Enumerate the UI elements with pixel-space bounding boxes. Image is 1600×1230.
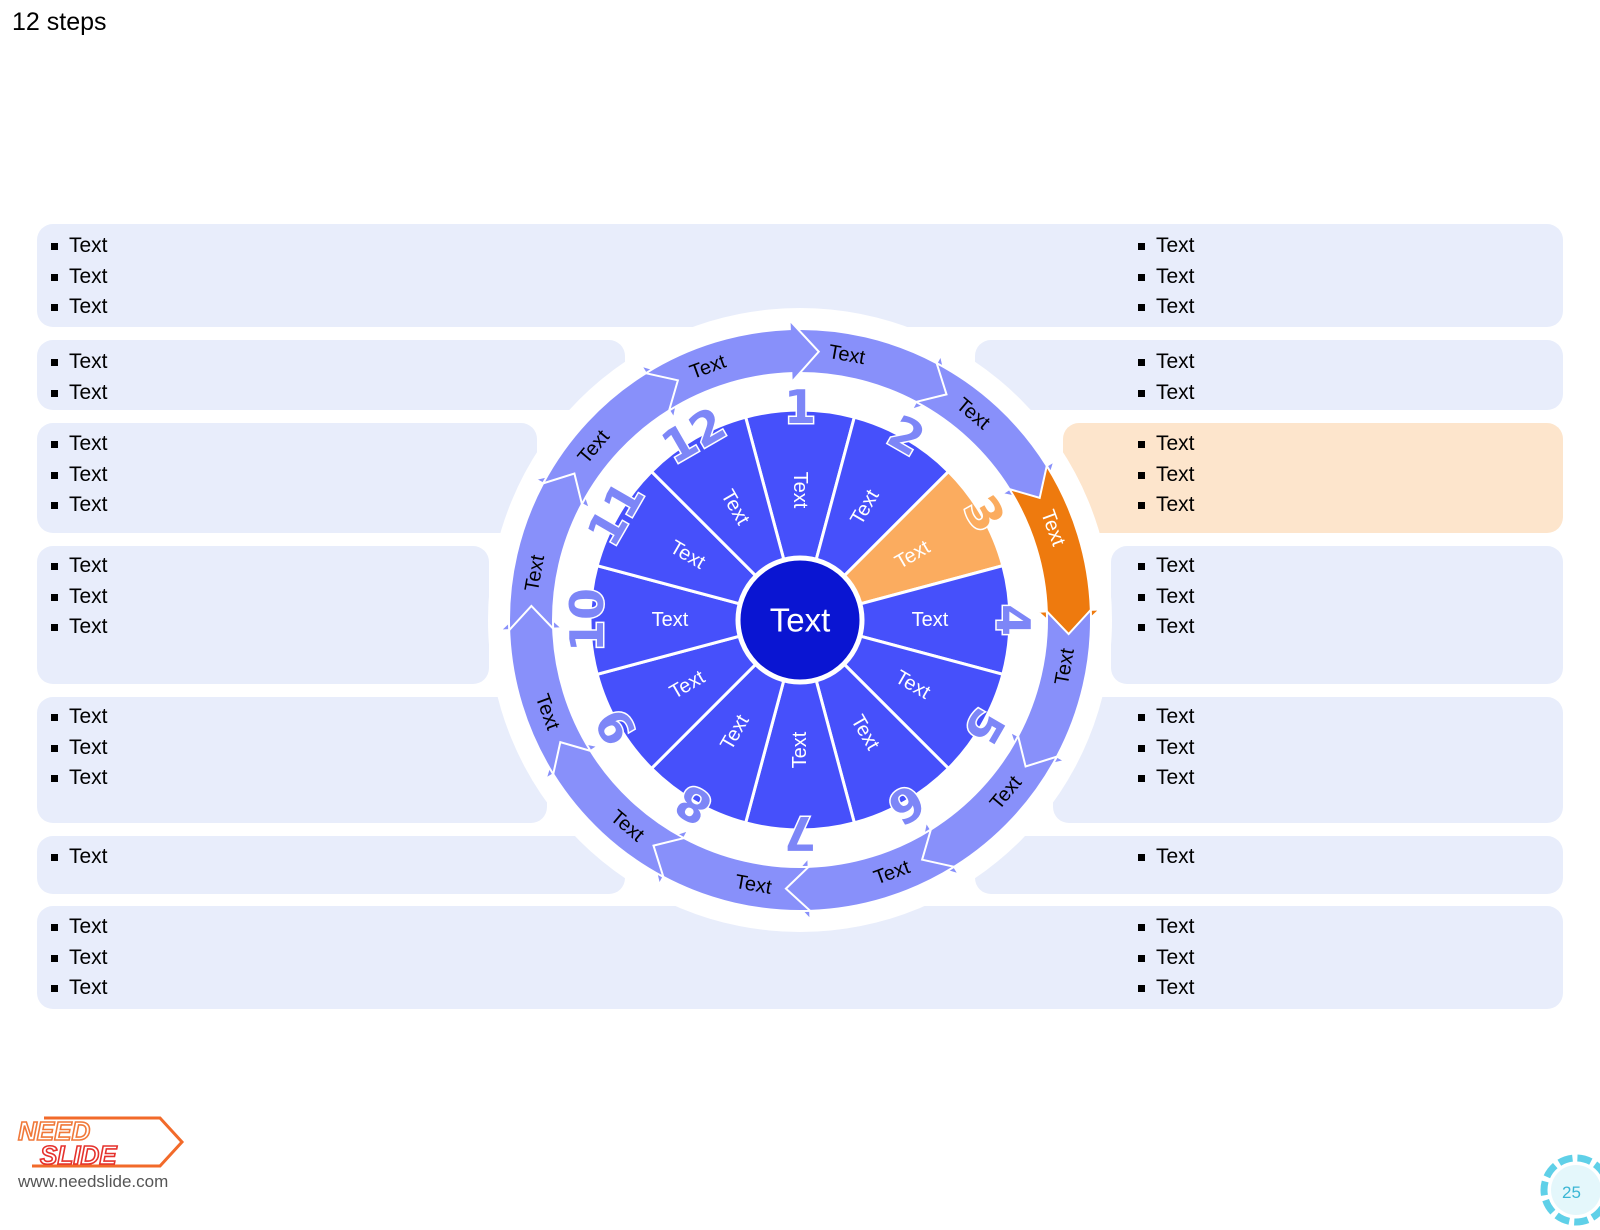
bullet-item: Text [37,490,108,521]
panel-right-row-4 [1111,546,1563,684]
left-row-1-list: Text Text Text [37,231,108,323]
left-row-7-list: Text Text Text [37,912,108,1004]
panel-left-row-2 [37,340,625,410]
bullet-item: Text [37,973,108,1004]
bullet-item: Text [37,231,108,262]
needslide-logo: NEED SLIDE [17,1116,185,1171]
right-row-3-list: Text Text Text [1124,429,1195,521]
bullet-item: Text [37,733,108,764]
left-row-6-list: Text [37,842,108,873]
bullet-item: Text [1124,582,1195,613]
left-row-5-list: Text Text Text [37,702,108,794]
left-row-2-list: Text Text [37,347,108,408]
logo-arrow-shape [32,1116,185,1168]
step-number-4: 4 [986,604,1040,636]
logo-line-2: SLIDE [40,1140,117,1170]
bullet-item: Text [1124,429,1195,460]
bullet-item: Text [37,347,108,378]
twelve-step-wheel: TextTextTextTextTextTextTextTextTextText… [500,317,1100,920]
panel-right-row-3-highlight [1063,423,1563,533]
right-row-6-list: Text [1124,842,1195,873]
right-row-1-list: Text Text Text [1124,231,1195,323]
panel-left-row-3 [37,423,537,533]
panel-left-row-4 [37,546,489,684]
bullet-item: Text [1124,292,1195,323]
panel-right-row-2 [975,340,1563,410]
page-number: 25 [1562,1183,1581,1202]
center-circle [735,555,865,685]
bullet-item: Text [37,943,108,974]
bullet-item: Text [37,702,108,733]
right-row-5-list: Text Text Text [1124,702,1195,794]
right-row-2-list: Text Text [1124,347,1195,408]
bullet-item: Text [1124,702,1195,733]
step-number-1: 1 [784,380,816,434]
bullet-item: Text [1124,943,1195,974]
bullet-item: Text [1124,378,1195,409]
panel-right-row-6 [975,836,1563,894]
panel-left-row-6 [37,836,625,894]
segment-7 [743,614,857,832]
bullet-item: Text [37,429,108,460]
bullet-item: Text [1124,490,1195,521]
bullet-item: Text [37,378,108,409]
page-number-badge: 25 [1540,1154,1600,1226]
step-number-10: 10 [560,588,614,652]
step-number-7: 7 [784,806,816,860]
bullet-item: Text [37,460,108,491]
bullet-item: Text [1124,551,1195,582]
bullet-item: Text [1124,763,1195,794]
segment-label-4: Text [912,609,949,631]
bullet-item: Text [37,551,108,582]
panel-left-row-5 [37,697,547,823]
segment-label-7: Text [789,731,811,768]
bullet-item: Text [1124,733,1195,764]
segment-4 [794,563,1012,677]
bullet-item: Text [1124,973,1195,1004]
bullet-item: Text [37,763,108,794]
segment-label-10: Text [652,609,689,631]
center-label: Text [770,602,831,639]
logo-line-1: NEED [18,1116,90,1146]
bullet-item: Text [37,582,108,613]
left-row-4-list: Text Text Text [37,551,108,643]
bullet-item: Text [1124,347,1195,378]
segment-10 [588,563,806,677]
right-row-4-list: Text Text Text [1124,551,1195,643]
bullet-item: Text [1124,460,1195,491]
ring-arrow-12 [643,317,821,413]
bullet-item: Text [37,612,108,643]
bullet-item: Text [1124,231,1195,262]
segment-1 [743,408,857,626]
bullet-item: Text [37,912,108,943]
segment-label-1: Text [789,472,811,509]
bullet-item: Text [37,842,108,873]
right-row-7-list: Text Text Text [1124,912,1195,1004]
bullet-item: Text [1124,842,1195,873]
left-row-3-list: Text Text Text [37,429,108,521]
website-text: www.needslide.com [18,1172,169,1191]
bullet-item: Text [1124,612,1195,643]
bullet-item: Text [1124,262,1195,293]
slide-title: 12 steps [12,8,107,36]
bullet-item: Text [37,262,108,293]
bullet-item: Text [37,292,108,323]
bullet-item: Text [1124,912,1195,943]
